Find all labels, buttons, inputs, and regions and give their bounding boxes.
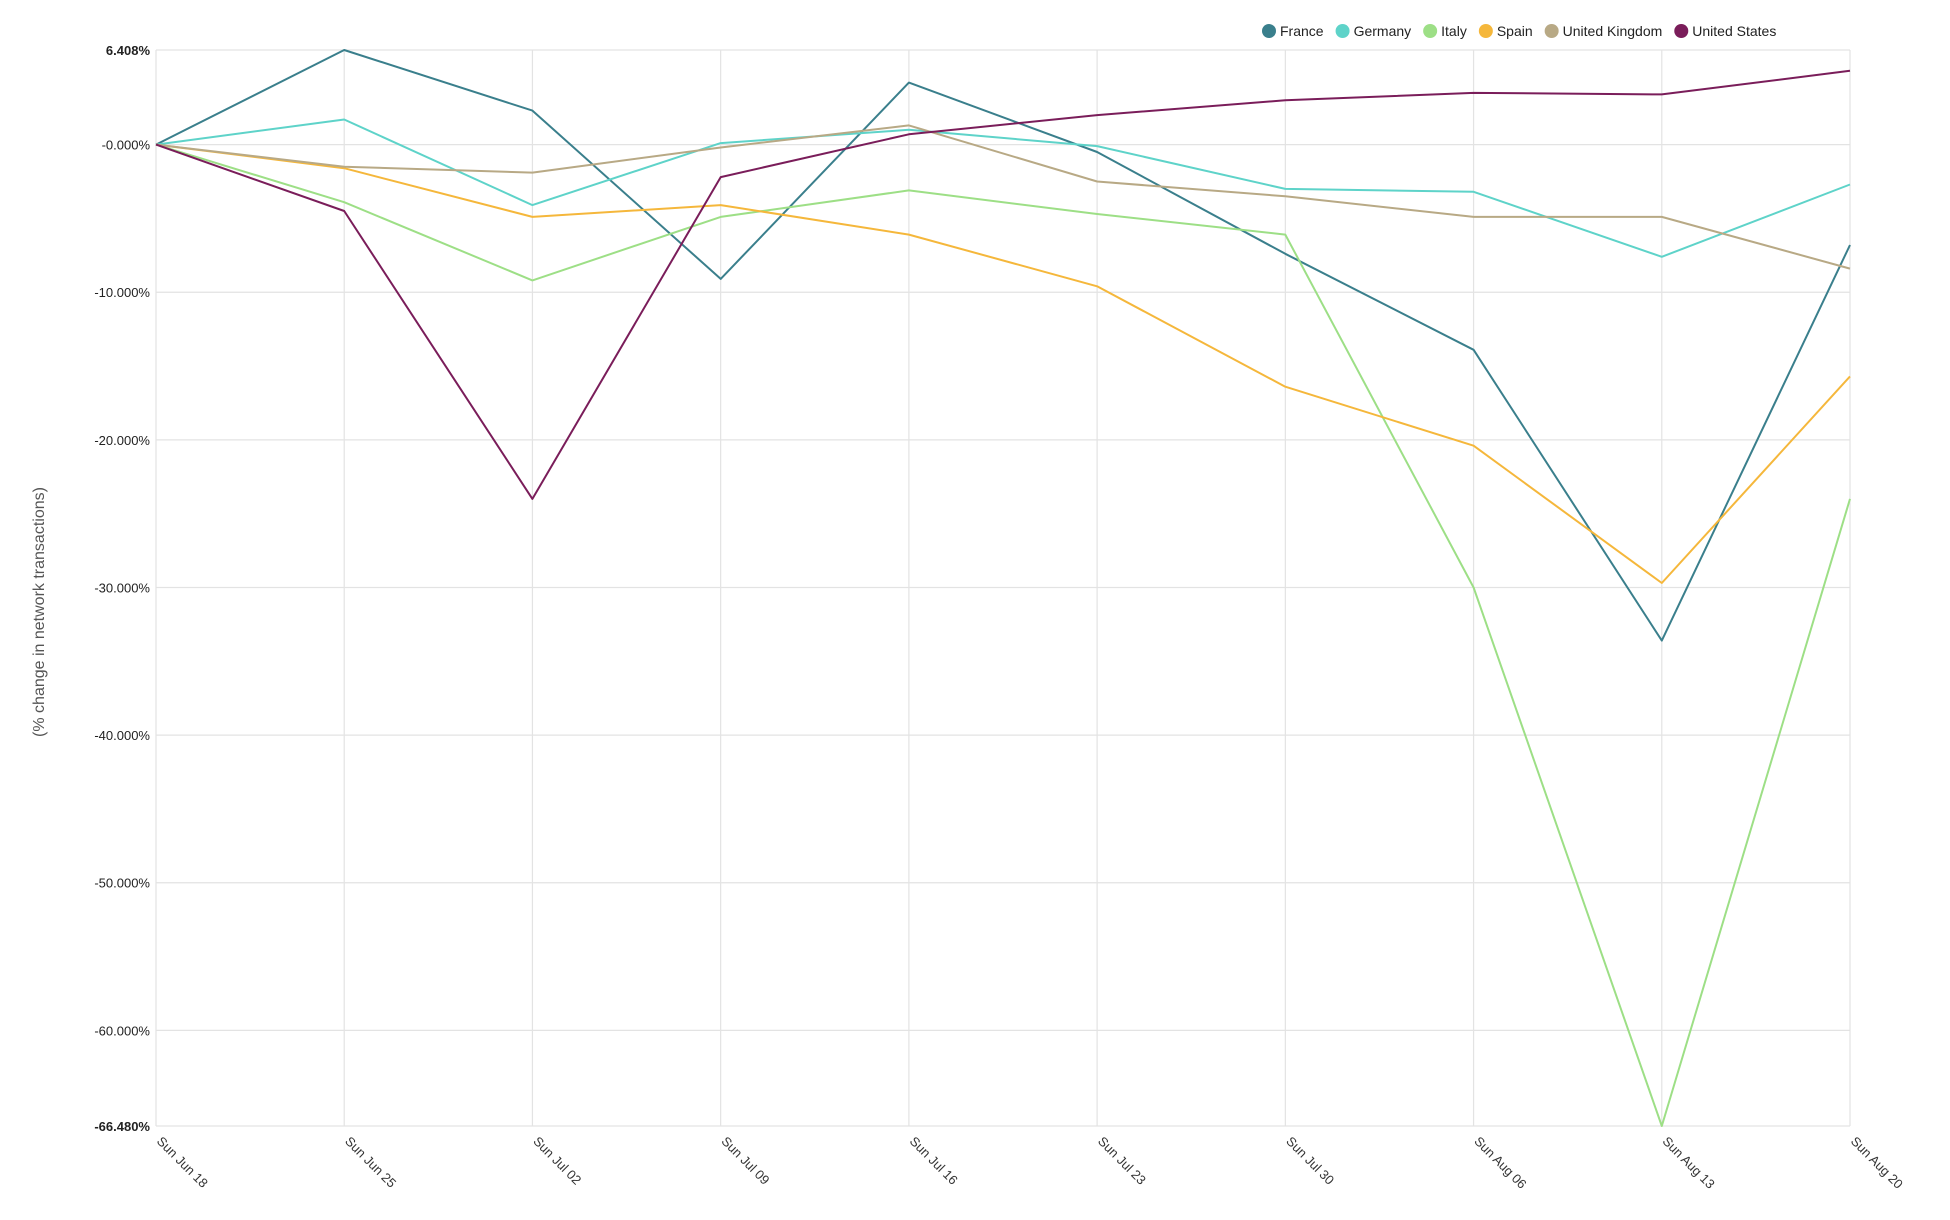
legend-label-france: France (1280, 23, 1324, 39)
x-tick-label: Sun Jul 16 (907, 1134, 961, 1188)
y-tick-label: -10.000% (94, 285, 150, 300)
series-lines (155, 49, 1851, 1127)
x-tick-label: Sun Aug 13 (1660, 1134, 1718, 1192)
legend-label-spain: Spain (1497, 23, 1533, 39)
series-line-germany (155, 118, 1851, 258)
y-tick-label: -50.000% (94, 876, 150, 891)
y-tick-label: -0.000% (102, 138, 151, 153)
legend-swatch-united-states (1674, 24, 1689, 38)
x-tick-label: Sun Jul 02 (530, 1134, 584, 1188)
x-tick-label: Sun Jul 30 (1283, 1134, 1337, 1188)
y-tick-label: -20.000% (94, 433, 150, 448)
legend-swatch-italy (1423, 24, 1438, 38)
series-line-france (155, 49, 1851, 642)
y-axis: 6.408% -0.000% -10.000% -20.000% -30.000% -40… (94, 43, 150, 1134)
y-tick-label: -66.480% (94, 1119, 150, 1134)
series-line-spain (155, 143, 1851, 584)
y-tick-label: -60.000% (94, 1023, 150, 1038)
x-axis: Sun Jun 18 Sun Jun 25 Sun Jul 02 Sun Jul 09… (154, 1134, 1906, 1192)
legend-label-united-kingdom: United Kingdom (1563, 23, 1663, 39)
legend-swatch-united-kingdom (1544, 24, 1559, 38)
series-line-italy (155, 143, 1851, 1127)
y-tick-label: 6.408% (106, 43, 151, 58)
x-tick-label: Sun Jun 18 (154, 1134, 211, 1191)
legend-swatch-spain (1478, 24, 1493, 38)
legend-label-italy: Italy (1441, 23, 1467, 39)
x-tick-label: Sun Jun 25 (342, 1134, 399, 1191)
y-tick-label: -40.000% (94, 728, 150, 743)
legend: France Germany Italy Spain United Kingdom Uni… (1262, 23, 1776, 39)
x-tick-label: Sun Jul 09 (719, 1134, 773, 1188)
x-tick-label: Sun Aug 06 (1471, 1134, 1529, 1192)
x-tick-label: Sun Aug 20 (1848, 1134, 1906, 1192)
legend-label-united-states: United States (1692, 23, 1776, 39)
series-line-united-kingdom (155, 124, 1851, 270)
legend-swatch-france (1262, 24, 1276, 38)
y-tick-label: -30.000% (94, 580, 150, 595)
series-line-united-states (155, 69, 1851, 500)
legend-swatch-germany (1335, 24, 1350, 38)
y-axis-title: (% change in network transactions) (31, 487, 48, 737)
x-tick-label: Sun Jul 23 (1095, 1134, 1149, 1188)
legend-label-germany: Germany (1354, 23, 1412, 39)
gridlines (155, 49, 1851, 1127)
